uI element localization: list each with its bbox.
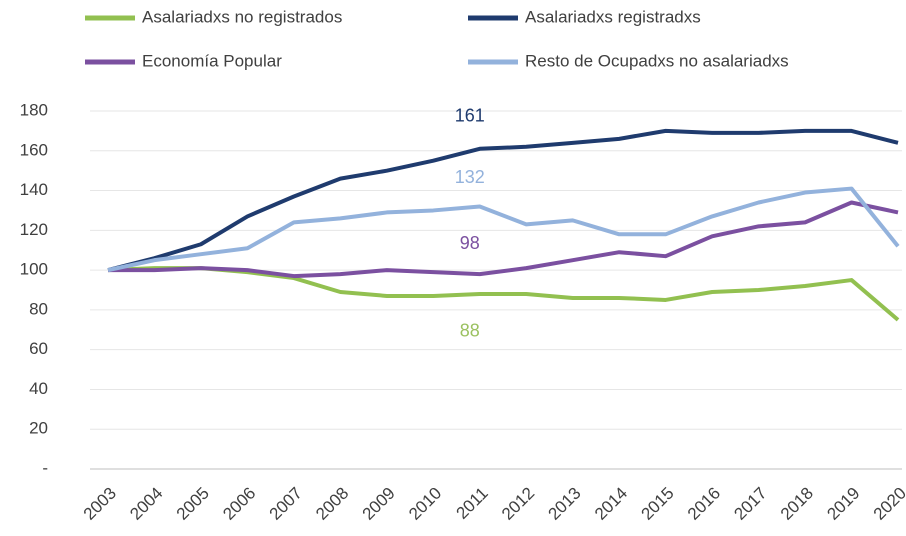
x-tick-label: 2003 [80, 484, 120, 524]
data-label: 98 [460, 233, 480, 253]
series-line [108, 200, 899, 279]
x-tick-label: 2012 [498, 484, 538, 524]
legend-label: Resto de Ocupadxs no asalariadxs [525, 51, 789, 70]
x-tick-label: 2020 [870, 484, 906, 524]
data-label: 88 [460, 321, 480, 341]
data-label: 132 [455, 167, 485, 187]
y-tick-label: 20 [29, 419, 48, 438]
x-tick-label: 2018 [777, 484, 817, 524]
x-tick-label: 2009 [359, 484, 399, 524]
series-line [107, 186, 900, 273]
y-tick-label: - [42, 458, 48, 477]
data-label: 161 [455, 106, 485, 126]
series-line [107, 128, 899, 273]
x-tick-label: 2015 [637, 484, 677, 524]
x-tick-label: 2006 [219, 484, 259, 524]
x-tick-label: 2010 [405, 484, 445, 524]
legend-label: Asalariadxs no registrados [142, 7, 342, 26]
legend-label: Economía Popular [142, 51, 282, 70]
x-tick-label: 2017 [730, 484, 770, 524]
x-tick-label: 2013 [545, 484, 585, 524]
series-line [107, 266, 900, 322]
x-tick-label: 2007 [266, 484, 306, 524]
x-tick-label: 2008 [312, 484, 352, 524]
legend-label: Asalariadxs registradxs [525, 7, 701, 26]
y-tick-label: 140 [20, 180, 48, 199]
y-tick-label: 40 [29, 379, 48, 398]
x-tick-label: 2016 [684, 484, 724, 524]
y-tick-label: 80 [29, 299, 48, 318]
y-tick-label: 120 [20, 220, 48, 239]
x-tick-label: 2014 [591, 484, 631, 524]
y-tick-label: 180 [20, 100, 48, 119]
y-tick-label: 160 [20, 140, 48, 159]
x-tick-label: 2019 [823, 484, 863, 524]
x-tick-label: 2011 [452, 484, 491, 523]
y-tick-label: 60 [29, 339, 48, 358]
x-tick-label: 2005 [173, 484, 213, 524]
y-tick-label: 100 [20, 260, 48, 279]
x-tick-label: 2004 [126, 484, 166, 524]
